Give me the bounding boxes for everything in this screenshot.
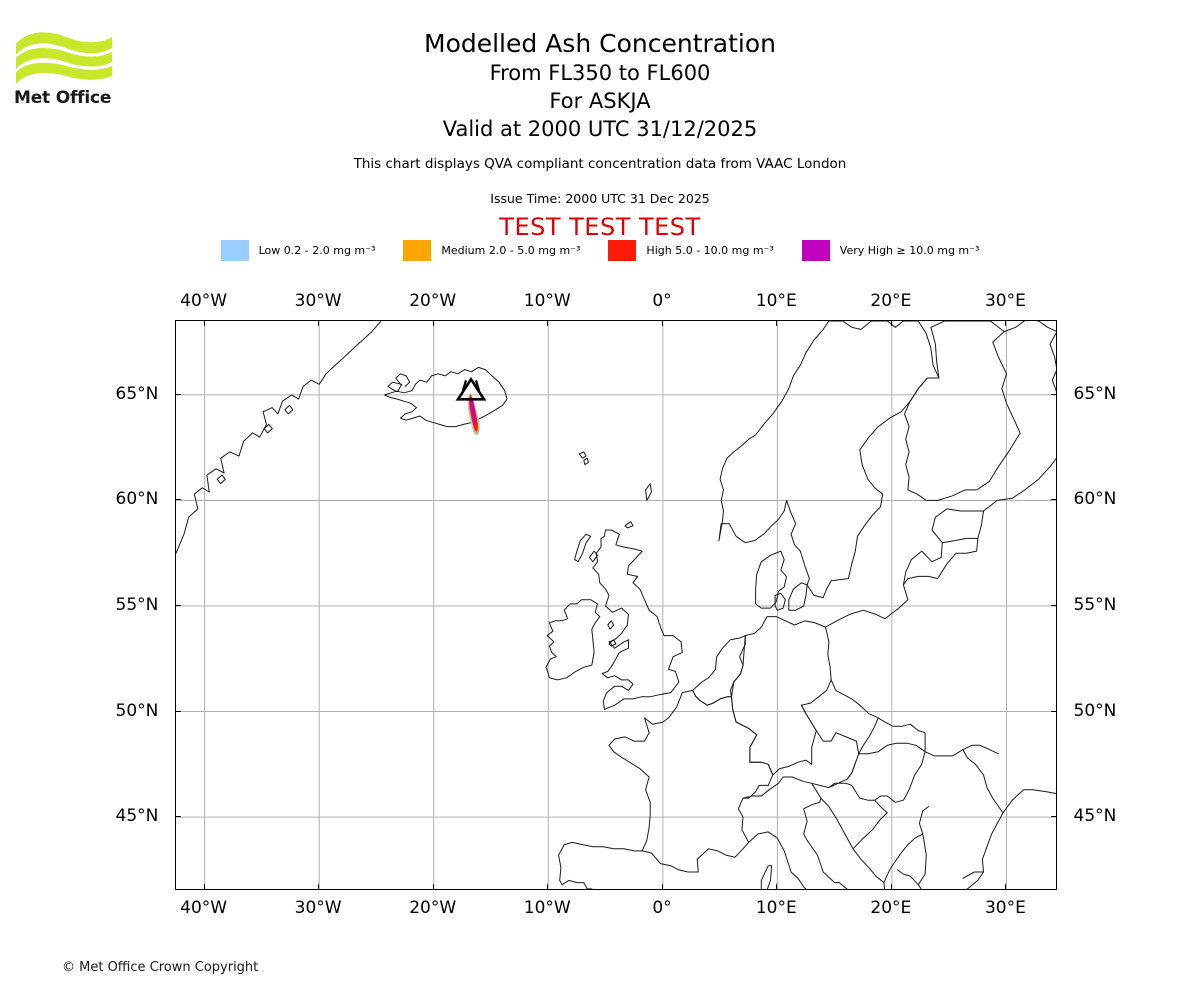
axis-label-lat-right-2: 55°N [1073, 595, 1117, 615]
map-frame[interactable] [175, 320, 1057, 890]
tick-mark [175, 393, 181, 395]
legend-label-low: Low 0.2 - 2.0 mg m⁻³ [258, 244, 376, 257]
axis-label-lon-bottom-7: 30°E [984, 898, 1026, 918]
tick-mark [175, 816, 181, 818]
tick-mark [203, 320, 205, 326]
test-banner: TEST TEST TEST [499, 213, 701, 241]
met-office-logo-text: Met Office [14, 88, 112, 108]
tick-mark [776, 320, 778, 326]
legend-item-low: Low 0.2 - 2.0 mg m⁻³ [220, 240, 376, 261]
axis-label-lat-right-4: 45°N [1073, 806, 1117, 827]
chart-note: This chart displays QVA compliant concen… [353, 156, 847, 172]
tick-mark [318, 320, 320, 326]
volcano-marker [455, 376, 487, 401]
ash-plume [467, 393, 480, 436]
tick-mark [1051, 710, 1057, 712]
axis-label-lat-right-3: 50°N [1073, 700, 1117, 721]
issue-time: Issue Time: 2000 UTC 31 Dec 2025 [490, 191, 710, 206]
axis-label-lat-right-1: 60°N [1073, 489, 1117, 510]
tick-mark [1051, 605, 1057, 606]
tick-mark [890, 320, 892, 326]
tick-mark [776, 884, 778, 890]
tick-mark [1051, 393, 1057, 395]
map-canvas [176, 321, 1056, 889]
axis-label-lon-bottom-4: 0° [652, 898, 672, 918]
tick-mark [175, 710, 181, 712]
met-office-logo: Met Office [14, 28, 122, 113]
tick-mark [661, 884, 663, 890]
axis-label-lon-bottom-5: 10°E [755, 898, 797, 918]
page-title: Modelled Ash Concentration [424, 29, 776, 58]
tick-mark [175, 499, 181, 501]
axis-label-lat-right-0: 65°N [1073, 383, 1117, 404]
coastlines-and-borders [176, 321, 1056, 889]
axis-label-lat-left-0: 65°N [115, 383, 159, 404]
tick-mark [432, 884, 434, 890]
axis-label-lon-bottom-3: 10°W [523, 898, 571, 918]
tick-mark [1051, 816, 1057, 818]
axis-label-lat-left-1: 60°N [115, 489, 159, 510]
tick-mark [432, 320, 434, 326]
axis-label-lat-left-2: 55°N [115, 595, 159, 615]
tick-mark [1005, 320, 1007, 326]
axis-label-lon-bottom-6: 20°E [870, 898, 912, 918]
tick-mark [547, 884, 549, 890]
axis-label-lat-left-3: 50°N [115, 700, 159, 721]
axis-label-lat-left-4: 45°N [115, 806, 159, 827]
met-office-wave-mark [16, 32, 112, 84]
tick-mark [547, 320, 549, 326]
concentration-legend: Low 0.2 - 2.0 mg m⁻³ Medium 2.0 - 5.0 mg… [0, 240, 1200, 261]
legend-item-very-high: Very High ≥ 10.0 mg m⁻³ [801, 240, 980, 261]
axis-label-lon-bottom-2: 20°W [409, 898, 457, 918]
tick-mark [1005, 884, 1007, 890]
legend-swatch-high [608, 240, 637, 261]
axis-label-lon-bottom-1: 30°W [294, 898, 342, 918]
legend-item-medium: Medium 2.0 - 5.0 mg m⁻³ [403, 240, 580, 261]
legend-label-medium: Medium 2.0 - 5.0 mg m⁻³ [441, 244, 581, 257]
axis-label-lon-top-3: 10°W [523, 291, 571, 311]
axis-label-lon-bottom-0: 40°W [180, 898, 228, 918]
tick-mark [203, 884, 205, 890]
axis-label-lon-top-7: 30°E [984, 291, 1026, 311]
axis-label-lon-top-4: 0° [652, 291, 672, 311]
title-volcano: For ASKJA [549, 89, 651, 113]
legend-item-high: High 5.0 - 10.0 mg m⁻³ [608, 240, 774, 261]
legend-swatch-low [220, 240, 249, 261]
tick-mark [890, 884, 892, 890]
copyright-notice: © Met Office Crown Copyright [62, 960, 259, 975]
tick-mark [318, 884, 320, 890]
axis-label-lon-top-2: 20°W [409, 291, 457, 311]
tick-mark [175, 605, 181, 606]
axis-label-lon-top-1: 30°W [294, 291, 342, 311]
graticule-grid [176, 321, 1056, 889]
legend-label-very-high: Very High ≥ 10.0 mg m⁻³ [839, 244, 980, 257]
legend-label-high: High 5.0 - 10.0 mg m⁻³ [646, 244, 774, 257]
title-valid-time: Valid at 2000 UTC 31/12/2025 [442, 117, 758, 141]
axis-label-lon-top-0: 40°W [180, 291, 228, 311]
title-flight-levels: From FL350 to FL600 [489, 61, 711, 85]
legend-swatch-medium [403, 240, 432, 261]
axis-label-lon-top-6: 20°E [870, 291, 912, 311]
axis-label-lon-top-5: 10°E [755, 291, 797, 311]
map-container [175, 320, 1057, 890]
chart-title-block: Modelled Ash Concentration From FL350 to… [0, 28, 1200, 143]
tick-mark [661, 320, 663, 326]
legend-swatch-very-high [801, 240, 830, 261]
tick-mark [1051, 499, 1057, 501]
